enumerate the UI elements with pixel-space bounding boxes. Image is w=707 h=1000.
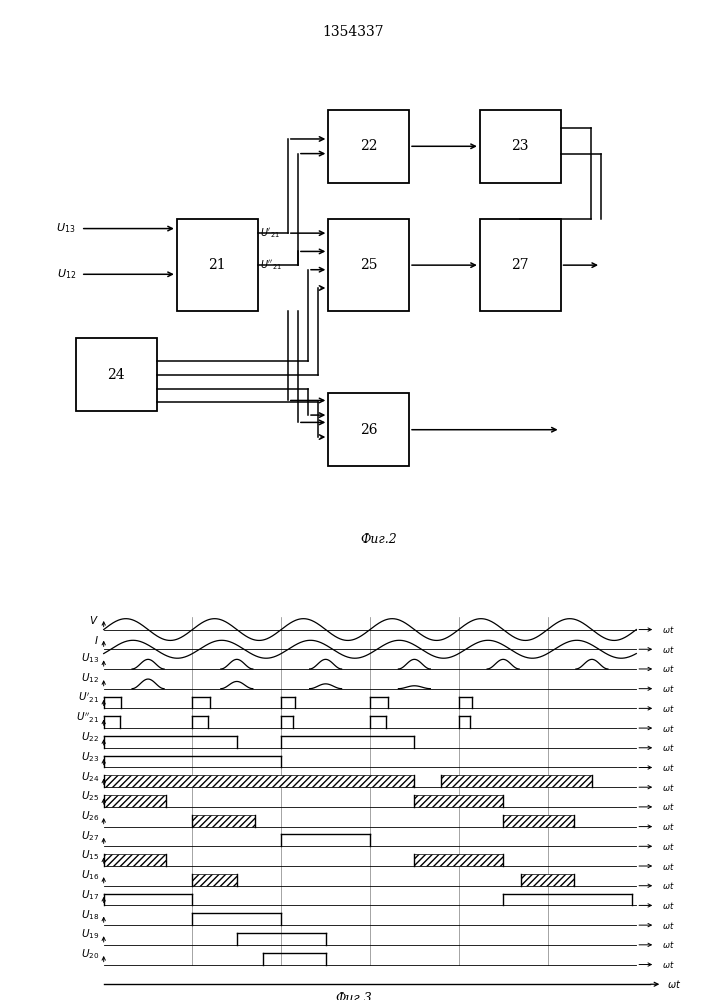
Text: $\omega t$: $\omega t$ xyxy=(662,821,674,832)
Text: $\omega t$: $\omega t$ xyxy=(662,861,674,872)
Bar xyxy=(414,854,503,866)
Text: $\omega t$: $\omega t$ xyxy=(662,762,674,773)
Text: 27: 27 xyxy=(511,258,529,272)
Text: $U_{17}$: $U_{17}$ xyxy=(81,888,99,902)
Bar xyxy=(104,775,414,787)
Text: $U_{27}$: $U_{27}$ xyxy=(81,829,99,843)
Text: 26: 26 xyxy=(360,423,378,437)
Text: $U_{25}$: $U_{25}$ xyxy=(81,790,99,803)
Text: $U_{19}$: $U_{19}$ xyxy=(81,927,99,941)
Bar xyxy=(192,815,255,827)
Bar xyxy=(480,110,561,183)
Bar xyxy=(503,815,574,827)
Text: $U''_{21}$: $U''_{21}$ xyxy=(260,258,282,272)
Text: 21: 21 xyxy=(209,258,226,272)
Bar xyxy=(441,775,592,787)
Text: $\omega t$: $\omega t$ xyxy=(667,978,682,990)
Text: $U_{13}$: $U_{13}$ xyxy=(57,222,76,235)
Bar xyxy=(192,874,237,886)
Text: $\omega t$: $\omega t$ xyxy=(662,663,674,674)
Text: $\omega t$: $\omega t$ xyxy=(662,683,674,694)
Text: Фиг.2: Фиг.2 xyxy=(361,533,397,546)
Bar xyxy=(177,219,257,311)
Text: $U_{13}$: $U_{13}$ xyxy=(81,652,99,665)
Text: $\omega t$: $\omega t$ xyxy=(662,900,674,911)
Text: $\omega t$: $\omega t$ xyxy=(662,801,674,812)
Bar xyxy=(480,219,561,311)
Bar xyxy=(104,854,166,866)
Text: $\omega t$: $\omega t$ xyxy=(662,723,674,734)
Text: $U_{23}$: $U_{23}$ xyxy=(81,750,99,764)
Text: $\omega t$: $\omega t$ xyxy=(662,959,674,970)
Text: $\omega t$: $\omega t$ xyxy=(662,644,674,655)
Text: 1354337: 1354337 xyxy=(322,25,385,39)
Text: $U'_{21}$: $U'_{21}$ xyxy=(260,226,280,240)
Text: $\omega t$: $\omega t$ xyxy=(662,939,674,950)
Bar xyxy=(76,338,156,411)
Text: $V$: $V$ xyxy=(89,614,99,626)
Text: $U_{16}$: $U_{16}$ xyxy=(81,868,99,882)
Bar xyxy=(328,393,409,466)
Text: 23: 23 xyxy=(511,139,529,153)
Text: $I$: $I$ xyxy=(94,634,99,646)
Text: $\omega t$: $\omega t$ xyxy=(662,782,674,793)
Text: $U_{12}$: $U_{12}$ xyxy=(81,671,99,685)
Text: $\omega t$: $\omega t$ xyxy=(662,703,674,714)
Text: $U_{22}$: $U_{22}$ xyxy=(81,730,99,744)
Text: $U_{18}$: $U_{18}$ xyxy=(81,908,99,922)
Text: $U_{26}$: $U_{26}$ xyxy=(81,809,99,823)
Bar xyxy=(521,874,574,886)
Text: $U'_{21}$: $U'_{21}$ xyxy=(78,691,99,705)
Text: $U_{24}$: $U_{24}$ xyxy=(81,770,99,784)
Text: Фиг.3: Фиг.3 xyxy=(335,992,372,1000)
Text: $\omega t$: $\omega t$ xyxy=(662,841,674,852)
Text: $U_{20}$: $U_{20}$ xyxy=(81,947,99,961)
Text: $\omega t$: $\omega t$ xyxy=(662,624,674,635)
Text: $\omega t$: $\omega t$ xyxy=(662,880,674,891)
Text: $U''_{21}$: $U''_{21}$ xyxy=(76,710,99,725)
Bar xyxy=(414,795,503,807)
Text: 25: 25 xyxy=(360,258,378,272)
Text: 22: 22 xyxy=(360,139,378,153)
Text: 24: 24 xyxy=(107,368,125,382)
Bar xyxy=(328,219,409,311)
Text: $U_{15}$: $U_{15}$ xyxy=(81,849,99,862)
Text: $U_{12}$: $U_{12}$ xyxy=(57,267,76,281)
Bar xyxy=(328,110,409,183)
Text: $\omega t$: $\omega t$ xyxy=(662,742,674,753)
Text: $\omega t$: $\omega t$ xyxy=(662,920,674,931)
Bar xyxy=(104,795,166,807)
